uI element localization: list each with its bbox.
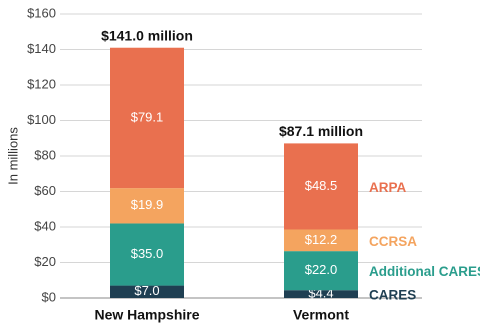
bar-segment [110,285,184,298]
legend-label: Additional CARES [369,264,480,279]
y-tick-label: $120 [27,76,56,91]
value-label: $22.0 [305,262,338,277]
y-tick-label: $140 [27,41,56,56]
y-tick-label: $20 [34,254,56,269]
bar-segment [110,223,184,286]
y-tick-label: $100 [27,112,56,127]
total-label: $141.0 million [101,27,193,43]
y-tick-label: $0 [42,289,56,304]
total-label: $87.1 million [279,123,363,139]
y-tick-label: $160 [27,5,56,20]
value-label: $7.0 [134,283,159,298]
y-tick-label: $80 [34,147,56,162]
value-label: $35.0 [131,246,164,261]
value-label: $12.2 [305,232,338,247]
x-tick-label: Vermont [293,307,349,323]
value-label: $19.9 [131,197,164,212]
y-tick-label: $40 [34,218,56,233]
y-tick-label: $60 [34,183,56,198]
x-tick-label: New Hampshire [94,307,199,323]
bar-segment [110,47,184,189]
legend-label: CARES [369,288,416,303]
legend-label: ARPA [369,180,407,195]
bar-segment [284,143,358,230]
bar-segment [284,251,358,291]
value-label: $48.5 [305,178,338,193]
bar-segment [284,290,358,298]
bar-segment [110,188,184,224]
y-axis-label: In millions [5,127,20,185]
value-label: $79.1 [131,109,164,124]
legend-label: CCRSA [369,234,417,249]
bar-segment [284,229,358,252]
